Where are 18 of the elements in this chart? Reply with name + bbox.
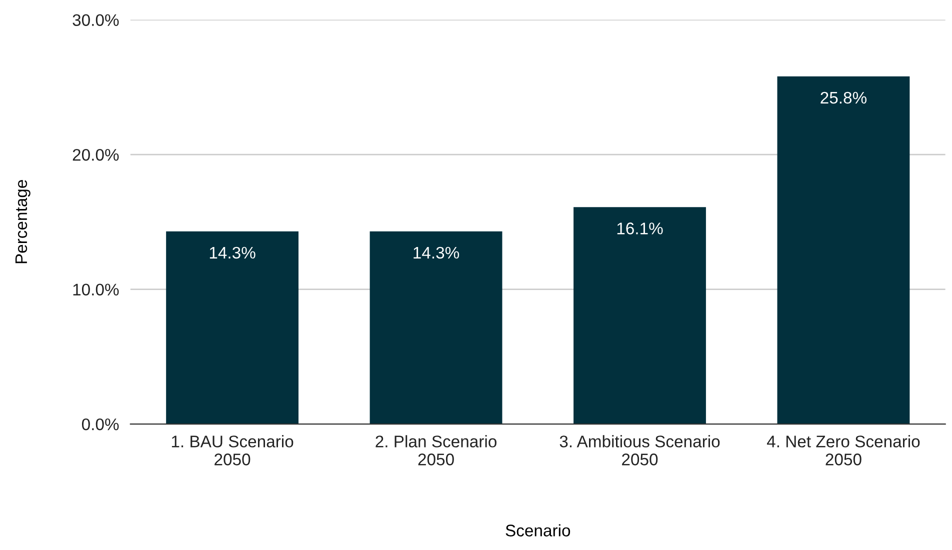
y-axis-title: Percentage [15, 180, 30, 264]
bar [777, 76, 910, 424]
data-label: 14.3% [414, 246, 460, 259]
x-axis-title: Scenario [506, 524, 570, 536]
x-tick-label: 2. Plan Scenario 2050 [376, 435, 496, 466]
y-tick-label: 10.0% [73, 284, 119, 296]
data-label: 25.8% [820, 92, 867, 104]
bar [370, 231, 502, 424]
bar [166, 231, 298, 424]
y-tick-label: 20.0% [72, 148, 119, 161]
bar [574, 207, 706, 424]
data-label: 14.3% [210, 246, 256, 259]
x-tick-label: 1. BAU Scenario 2050 [172, 435, 294, 466]
data-label: 16.1% [617, 222, 663, 234]
x-tick-label: 4. Net Zero Scenario 2050 [766, 435, 920, 466]
x-tick-label: 3. Ambitious Scenario 2050 [560, 435, 720, 466]
y-tick-label: 30.0% [72, 14, 119, 26]
y-tick-label: 0.0% [82, 418, 119, 430]
